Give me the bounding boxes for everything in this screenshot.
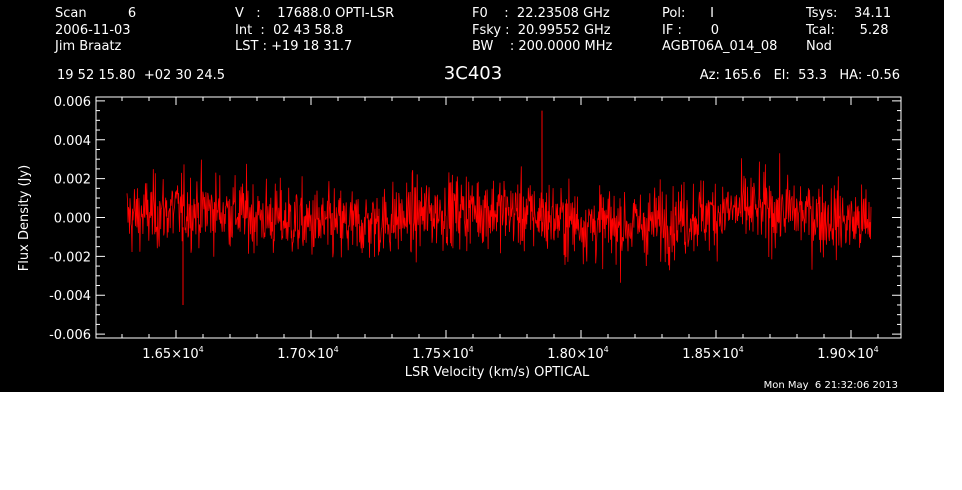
y-tick-label: -0.002 [49,250,91,265]
header-tsys: Tsys: 34.11 [805,6,891,21]
x-tick-label: 1.65×104 [142,345,203,362]
header-lst: LST : +19 18 31.7 [235,39,352,54]
header-sky-frequency: Fsky : 20.99552 GHz [472,23,611,38]
header-polarization: Pol: I [662,6,714,21]
x-tick-label: 1.70×104 [277,345,338,362]
header-rest-frequency: F0 : 22.23508 GHz [472,6,610,21]
x-tick-label: 1.75×104 [412,345,473,362]
header-date: 2006-11-03 [55,23,131,38]
header-integration: Int : 02 43 58.8 [235,23,343,38]
y-tick-label: 0.006 [54,95,91,110]
header-switching-mode: Nod [806,39,832,54]
plot-canvas: Scan 6 2006-11-03 Jim Braatz V : 17688.0… [0,0,944,392]
object-name: 3C403 [444,63,502,84]
header-if: IF : 0 [662,23,719,38]
header-observer: Jim Braatz [54,39,122,54]
x-axis-label: LSR Velocity (km/s) OPTICAL [405,365,590,380]
header-bandwidth: BW : 200.0000 MHz [472,39,613,54]
x-tick-label: 1.85×104 [682,345,743,362]
header-project: AGBT06A_014_08 [662,39,777,54]
spectrum-line [126,153,872,283]
y-tick-label: -0.004 [49,289,91,304]
plot-area [126,110,872,305]
y-tick-label: -0.006 [49,328,91,343]
header-scan: Scan 6 [55,6,136,21]
timestamp: Mon May 6 21:32:06 2013 [764,380,898,391]
y-axis: -0.006 -0.004 -0.002 0.000 0.002 0.004 0.006 [49,95,901,343]
y-tick-label: 0.004 [54,134,91,149]
x-tick-label: 1.90×104 [817,345,878,362]
header-velocity: V : 17688.0 OPTI-LSR [235,6,394,21]
x-axis: 1.65×104 1.70×104 1.75×104 1.80×104 1.85×104… [121,97,879,362]
y-axis-label: Flux Density (Jy) [17,165,32,271]
header: Scan 6 2006-11-03 Jim Braatz V : 17688.0… [54,6,900,84]
y-tick-label: 0.000 [54,212,91,227]
header-pointing: Az: 165.6 El: 53.3 HA: -0.56 [700,68,900,83]
x-tick-label: 1.80×104 [547,345,608,362]
y-tick-label: 0.002 [54,173,91,188]
header-tcal: Tcal: 5.28 [805,23,889,38]
header-source-coordinates: 19 52 15.80 +02 30 24.5 [57,68,225,83]
